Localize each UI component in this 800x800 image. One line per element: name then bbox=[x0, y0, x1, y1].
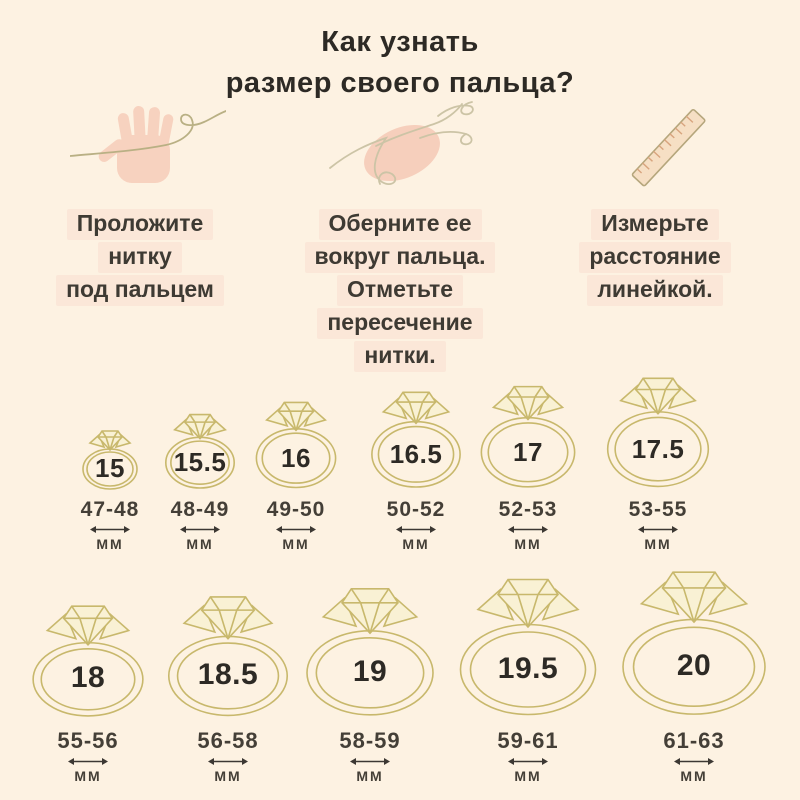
ring-size-number: 16.5 bbox=[389, 439, 443, 469]
ring-size-number: 20 bbox=[676, 649, 712, 682]
ring-circumference-range: 53-55 bbox=[628, 498, 688, 521]
ruler-icon bbox=[535, 98, 775, 198]
ring-icon bbox=[602, 369, 714, 492]
width-arrow-icon bbox=[638, 526, 678, 533]
width-arrow-icon bbox=[68, 758, 108, 765]
ring-size-number: 19 bbox=[352, 655, 388, 688]
finger-thread-icon bbox=[280, 98, 520, 198]
ring-size-number: 18 bbox=[70, 661, 106, 694]
ring-icon bbox=[367, 384, 465, 492]
ring-unit-label: ММ bbox=[74, 768, 102, 784]
ring-circumference-range: 56-58 bbox=[197, 728, 259, 753]
width-arrow-icon bbox=[508, 526, 548, 533]
instruction-steps: Проложите нитку под пальцем Оберните ее … bbox=[0, 98, 800, 378]
title-line-2: размер своего пальца? bbox=[225, 67, 575, 100]
width-arrow-icon bbox=[396, 526, 436, 533]
width-arrow-icon bbox=[208, 758, 248, 765]
ring-unit-label: ММ bbox=[356, 768, 384, 784]
ring-unit-label: ММ bbox=[402, 536, 430, 552]
step-3-line: расстояние bbox=[579, 242, 731, 273]
ring-unit-label: ММ bbox=[644, 536, 672, 552]
ring-size-item: 20 61-63 ММ bbox=[615, 559, 773, 784]
step-3-line: линейкой. bbox=[587, 275, 723, 306]
ring-circumference-range: 58-59 bbox=[339, 728, 401, 753]
ring-size-number: 17 bbox=[513, 437, 543, 467]
ring-circumference-range: 61-63 bbox=[663, 728, 725, 753]
ring-size-item: 18 55-56 ММ bbox=[27, 596, 149, 784]
ring-circumference-range: 48-49 bbox=[170, 498, 230, 521]
ring-circumference-range: 59-61 bbox=[497, 728, 559, 753]
ring-unit-label: ММ bbox=[680, 768, 708, 784]
ring-size-number: 17.5 bbox=[631, 434, 685, 464]
step-wrap-thread: Оберните ее вокруг пальца. Отметьте пере… bbox=[280, 98, 520, 373]
ring-size-item: 17 52-53 ММ bbox=[476, 378, 580, 552]
width-arrow-icon bbox=[90, 526, 130, 533]
ring-circumference-range: 49-50 bbox=[266, 498, 326, 521]
ring-icon bbox=[476, 378, 580, 492]
ring-size-number: 15.5 bbox=[173, 447, 227, 477]
step-1-line: Проложите bbox=[66, 209, 214, 240]
title-line-1: Как узнать bbox=[321, 26, 479, 58]
hand-thread-icon bbox=[20, 98, 260, 198]
ring-circumference-range: 50-52 bbox=[386, 498, 446, 521]
step-lay-thread: Проложите нитку под пальцем bbox=[20, 98, 260, 307]
ring-unit-label: ММ bbox=[514, 536, 542, 552]
ring-size-item: 16 49-50 ММ bbox=[252, 395, 340, 552]
ring-circumference-range: 52-53 bbox=[498, 498, 558, 521]
step-1-line: под пальцем bbox=[56, 275, 224, 306]
ring-unit-label: ММ bbox=[514, 768, 542, 784]
ring-icon bbox=[300, 577, 440, 722]
ring-icon bbox=[453, 567, 603, 722]
ring-icon bbox=[615, 559, 773, 722]
width-arrow-icon bbox=[276, 526, 316, 533]
width-arrow-icon bbox=[180, 526, 220, 533]
ring-icon bbox=[162, 408, 238, 492]
ring-size-number: 19.5 bbox=[497, 652, 559, 685]
ring-icon bbox=[252, 395, 340, 492]
ring-size-item: 19 58-59 ММ bbox=[300, 577, 440, 784]
step-1-text: Проложите нитку под пальцем bbox=[20, 208, 260, 307]
ring-size-number: 18.5 bbox=[197, 658, 259, 691]
ring-icon bbox=[80, 426, 140, 492]
ring-icon bbox=[162, 586, 294, 722]
width-arrow-icon bbox=[674, 758, 714, 765]
width-arrow-icon bbox=[508, 758, 548, 765]
step-1-line: нитку bbox=[98, 242, 182, 273]
ring-size-item: 16.5 50-52 ММ bbox=[367, 384, 465, 552]
step-2-line: Оберните ее bbox=[318, 209, 482, 240]
width-arrow-icon bbox=[350, 758, 390, 765]
ring-unit-label: ММ bbox=[282, 536, 310, 552]
step-2-line: Отметьте bbox=[336, 275, 464, 306]
ring-unit-label: ММ bbox=[186, 536, 214, 552]
step-3-line: Измерьте bbox=[591, 209, 719, 240]
step-2-text: Оберните ее вокруг пальца. Отметьте пере… bbox=[280, 208, 520, 373]
step-measure-ruler: Измерьте расстояние линейкой. bbox=[535, 98, 775, 307]
ring-unit-label: ММ bbox=[96, 536, 124, 552]
ring-circumference-range: 55-56 bbox=[57, 728, 119, 753]
ring-unit-label: ММ bbox=[214, 768, 242, 784]
step-2-line: вокруг пальца. bbox=[304, 242, 496, 273]
ring-size-item: 19.5 59-61 ММ bbox=[453, 567, 603, 784]
ring-size-number: 15 bbox=[95, 453, 125, 483]
step-2-line: нитки. bbox=[354, 341, 446, 372]
ring-size-item: 15.5 48-49 ММ bbox=[158, 408, 242, 552]
step-2-line: пересечение bbox=[317, 308, 483, 339]
page-title: Как узнать размер своего пальца? bbox=[0, 22, 800, 104]
ring-icon bbox=[27, 596, 149, 722]
ring-size-item: 18.5 56-58 ММ bbox=[162, 586, 294, 784]
step-3-text: Измерьте расстояние линейкой. bbox=[535, 208, 775, 307]
ring-size-item: 15 47-48 ММ bbox=[68, 426, 152, 552]
ring-size-item: 17.5 53-55 ММ bbox=[602, 369, 714, 552]
ring-size-number: 16 bbox=[281, 443, 311, 473]
ring-circumference-range: 47-48 bbox=[80, 498, 140, 521]
